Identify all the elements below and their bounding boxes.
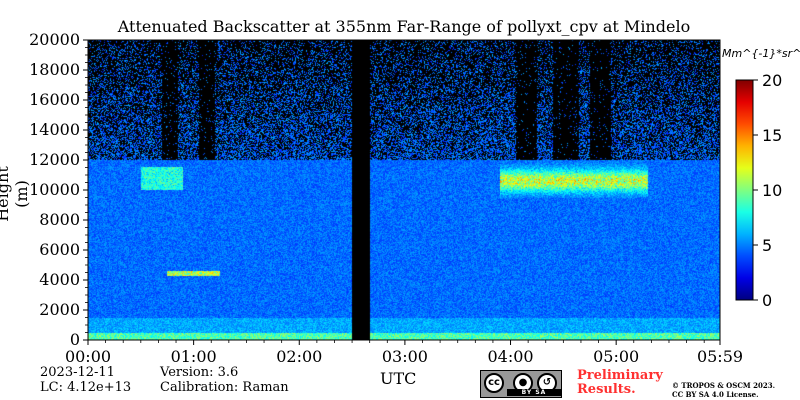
y-tick-label: 16000 (29, 90, 80, 109)
meta-left: 2023-12-11 LC: 4.12e+13 (40, 365, 131, 395)
heatmap-raster (88, 40, 720, 340)
x-axis-label: UTC (380, 369, 417, 388)
sa-icon: ↺ (537, 373, 557, 393)
preliminary-line1: Preliminary (577, 368, 663, 383)
y-tick-label: 0 (70, 330, 80, 349)
y-tick-label: 8000 (39, 210, 80, 229)
colorbar-bar (735, 79, 754, 301)
x-tick-label: 05:00 (593, 347, 639, 366)
date-text: 2023-12-11 (40, 365, 115, 380)
copyright-line1: © TROPOS & OSCM 2023. (672, 381, 776, 390)
y-tick-label: 20000 (29, 30, 80, 49)
cc-license-logo: cc ● ↺ BY SA (480, 370, 562, 398)
version-text: Version: 3.6 (160, 365, 239, 380)
colorbar: 0 5 10 15 20 (735, 71, 782, 310)
y-tick-label: 14000 (29, 120, 80, 139)
chart-title: Attenuated Backscatter at 355nm Far-Rang… (117, 17, 691, 36)
x-tick-label: 04:00 (487, 347, 533, 366)
colorbar-tick-label: 15 (762, 126, 782, 145)
axes: 00:00 01:00 02:00 03:00 04:00 05:00 05:59 0 2000… (29, 30, 743, 366)
colorbar-tick-label: 5 (762, 236, 772, 255)
copyright-notice: © TROPOS & OSCM 2023. CC BY SA 4.0 Licen… (672, 381, 775, 399)
x-tick-label: 01:00 (171, 347, 217, 366)
x-tick-label: 03:00 (382, 347, 428, 366)
preliminary-notice: Preliminary Results. (577, 369, 663, 397)
x-tick-label: 00:00 (65, 347, 111, 366)
copyright-line2: CC BY SA 4.0 License. (672, 390, 759, 399)
colorbar-unit-text: Mm^{-1}*sr^{-1} (722, 47, 800, 60)
colorbar-tick-label: 10 (762, 181, 782, 200)
lc-text: LC: 4.12e+13 (40, 380, 132, 395)
x-tick-label: 02:00 (276, 347, 322, 366)
y-tick-label: 4000 (39, 270, 80, 289)
preliminary-line2: Results. (577, 382, 636, 397)
colorbar-unit: Mm^{-1}*sr^{-1} (722, 47, 800, 60)
calibration-text: Calibration: Raman (160, 380, 289, 395)
y-tick-label: 12000 (29, 150, 80, 169)
y-tick-label: 2000 (39, 300, 80, 319)
y-tick-label: 18000 (29, 60, 80, 79)
colorbar-tick-label: 0 (762, 291, 772, 310)
plot-area (88, 40, 720, 340)
x-tick-label: 05:59 (697, 347, 743, 366)
meta-mid: Version: 3.6 Calibration: Raman (160, 365, 289, 395)
y-tick-label: 6000 (39, 240, 80, 259)
colorbar-tick-label: 20 (762, 71, 782, 90)
y-tick-label: 10000 (29, 180, 80, 199)
cc-icon: cc (484, 373, 504, 393)
cc-badge-strip: BY SA (507, 389, 561, 396)
